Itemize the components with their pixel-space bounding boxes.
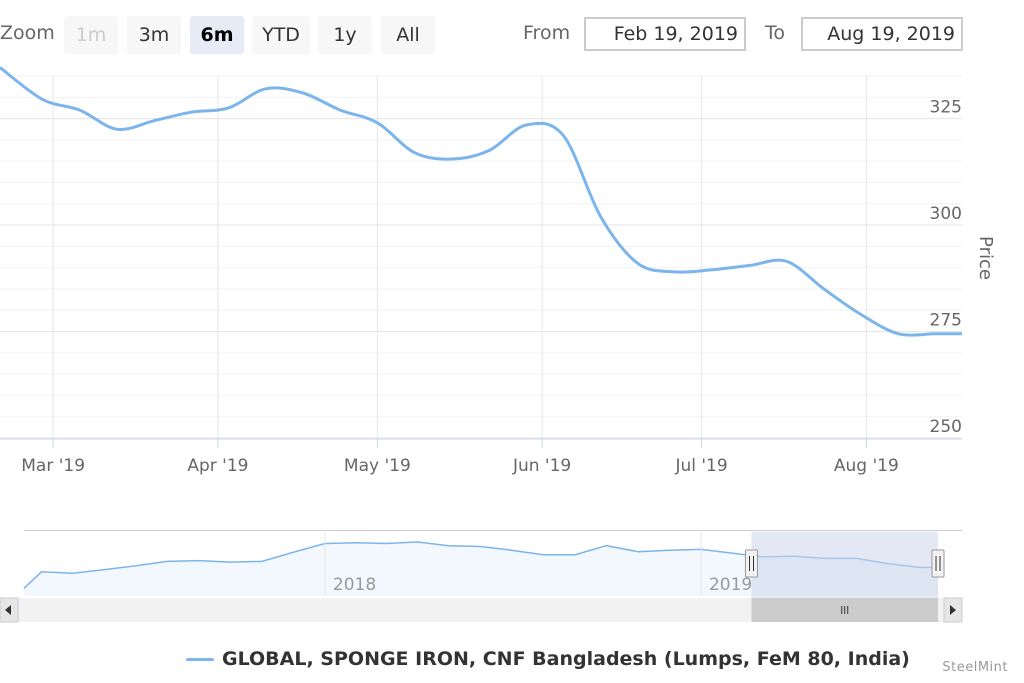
to-label: To	[765, 22, 786, 44]
scroll-grip-icon	[841, 606, 849, 614]
arrow-left-icon	[5, 605, 11, 615]
x-axis: Mar '19 Apr '19 May '19 Jun '19 Jul '19 Aug '…	[21, 439, 899, 476]
zoom-ytd-button[interactable]: YTD	[252, 16, 310, 54]
y-axis: 250 275 300 325	[930, 98, 962, 437]
to-date-input[interactable]: Aug 19, 2019	[801, 17, 963, 51]
y-axis-title: Price	[975, 236, 996, 280]
zoom-1m-button[interactable]: 1m	[64, 16, 118, 54]
handle-body[interactable]	[931, 549, 945, 578]
from-label: From	[523, 22, 571, 44]
y-tick-label: 300	[930, 204, 962, 224]
from-date-input[interactable]: Feb 19, 2019	[584, 17, 746, 51]
navigator[interactable]: 2018 2019	[23, 530, 962, 598]
navigator-right-handle[interactable]	[931, 549, 945, 578]
navigator-year-label: 2019	[709, 575, 752, 595]
zoom-all-button[interactable]: All	[381, 16, 435, 54]
y-tick-label: 325	[930, 98, 962, 118]
zoom-1y-button[interactable]: 1y	[318, 16, 372, 54]
x-tick-label: Jul '19	[674, 456, 727, 476]
legend-line-icon	[186, 657, 214, 661]
zoom-3m-button[interactable]: 3m	[127, 16, 181, 54]
navigator-series-area	[24, 542, 938, 596]
y-tick-label: 275	[930, 311, 962, 331]
zoom-6m-button[interactable]: 6m	[190, 16, 244, 54]
scrollbar[interactable]	[0, 597, 963, 623]
grid-lines	[0, 75, 962, 440]
x-tick-label: Mar '19	[21, 456, 85, 476]
x-tick-label: Jun '19	[512, 456, 571, 476]
x-tick-label: May '19	[344, 456, 411, 476]
x-tick-label: Aug '19	[834, 456, 899, 476]
arrow-right-icon	[950, 605, 956, 615]
navigator-year-label: 2018	[333, 575, 376, 595]
y-tick-label: 250	[930, 417, 962, 437]
x-tick-label: Apr '19	[187, 456, 248, 476]
series-line[interactable]	[0, 66, 962, 337]
navigator-x-labels: 2018 2019	[324, 532, 752, 596]
handle-body[interactable]	[744, 549, 758, 578]
legend-label: GLOBAL, SPONGE IRON, CNF Bangladesh (Lum…	[222, 648, 910, 670]
navigator-selected-range[interactable]	[751, 532, 938, 598]
credits[interactable]: SteelMint	[942, 660, 1008, 675]
zoom-label: Zoom	[0, 22, 55, 44]
navigator-left-handle[interactable]	[744, 549, 758, 578]
legend-item[interactable]: GLOBAL, SPONGE IRON, CNF Bangladesh (Lum…	[186, 648, 910, 670]
